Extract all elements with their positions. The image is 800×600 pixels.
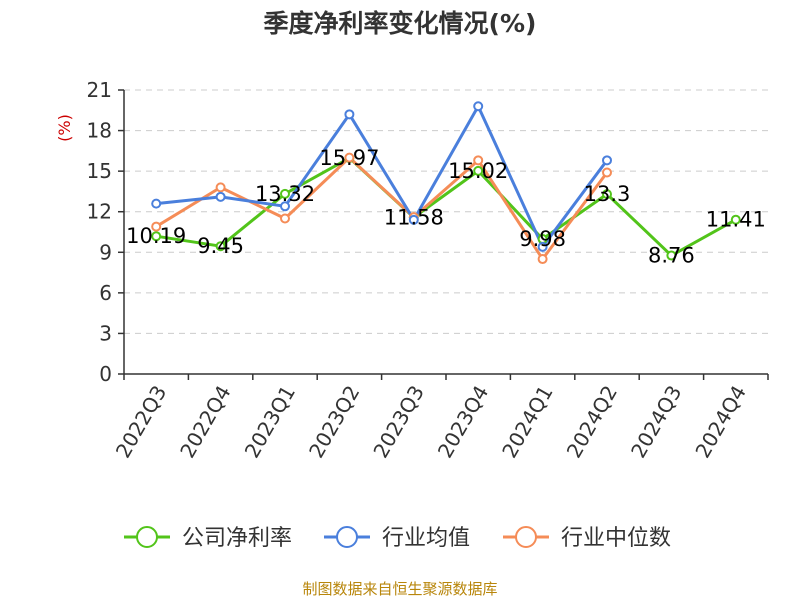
x-tick-label: 2024Q1 [497,381,557,462]
series-lines [151,101,741,265]
data-point [730,214,741,225]
data-point [215,241,226,252]
data-label: 13.32 [255,182,315,206]
x-tick-label: 2023Q1 [240,381,300,462]
legend-entry: 公司净利率 [182,526,292,551]
series-line-0 [155,156,737,258]
data-point [602,155,612,166]
data-point [344,109,355,120]
y-tick-label: 18 [87,119,112,143]
y-tick-label: 6 [99,281,112,305]
data-label: 11.58 [384,205,444,229]
data-point [151,198,162,209]
legend-marker [136,526,158,548]
data-label: 9.45 [197,234,244,258]
legend-marker [515,526,537,548]
data-point [280,213,290,224]
chart-title: 季度净利率变化情况(%) [263,9,537,38]
x-tick-label: 2023Q3 [368,381,428,462]
data-label: 13.3 [584,182,631,206]
y-tick-label: 12 [87,200,112,224]
data-point [151,231,162,242]
y-axis-label: (%) [55,114,74,142]
data-point [473,155,484,166]
data-point [280,188,290,199]
data-point [602,189,612,200]
y-tick-label: 9 [99,240,112,264]
x-tick-label: 2022Q3 [111,381,171,462]
x-tick-label: 2024Q2 [562,381,622,462]
data-point [537,254,548,265]
data-label: 8.76 [648,244,695,268]
x-tick-label: 2024Q4 [690,381,750,462]
x-tick-label: 2023Q4 [433,381,493,462]
data-point [215,191,226,202]
x-tick-label: 2023Q2 [304,381,364,462]
series-line-2 [155,156,609,261]
grid-lines [124,89,768,334]
x-tick-label: 2022Q4 [175,381,235,462]
data-point [151,221,162,232]
data-label: 9.98 [519,227,566,251]
data-label: 15.02 [448,159,508,183]
legend-entry: 行业中位数 [561,526,671,551]
legend: 公司净利率 行业均值 行业中位数 [124,526,671,551]
series-line-1 [156,104,609,249]
data-point [344,152,355,163]
data-point [215,182,226,193]
data-point [666,250,677,261]
y-tick-label: 15 [87,159,112,183]
source-note: 制图数据来自恒生聚源数据库 [302,580,498,598]
data-point [473,165,484,176]
x-tick-label: 2024Q3 [626,381,686,462]
data-label: 15.97 [319,146,379,170]
y-tick-label: 21 [87,78,112,102]
data-label: 10.19 [126,224,186,248]
y-tick-label: 0 [99,362,112,386]
data-point [602,167,612,178]
data-point [280,201,290,212]
data-point [537,241,548,252]
data-label: 11.41 [706,208,766,232]
y-tick-label: 3 [99,321,112,345]
data-point [473,101,484,112]
data-point [408,214,419,225]
legend-entry: 行业均值 [382,526,470,551]
legend-marker [336,526,358,548]
